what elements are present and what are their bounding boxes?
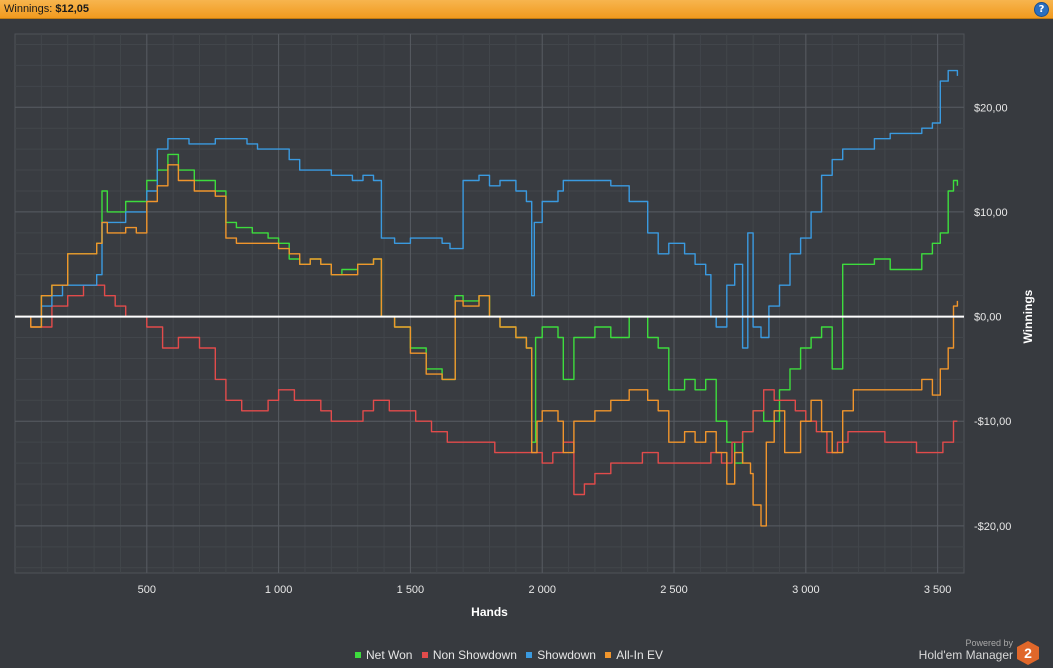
legend-item-all-in-ev[interactable]: All-In EV — [605, 648, 663, 662]
legend-swatch-all-in-ev — [605, 652, 612, 658]
x-tick-label: 1 000 — [265, 584, 293, 596]
branding: Powered by Hold'em Manager 2 — [918, 638, 1039, 665]
x-tick-label: 500 — [138, 584, 156, 596]
legend-label-all-in-ev: All-In EV — [616, 648, 663, 662]
y-tick-label: -$20,00 — [974, 521, 1011, 533]
legend-label-non-showdown: Non Showdown — [432, 648, 517, 662]
x-axis-title: Hands — [471, 605, 508, 619]
legend-label-showdown: Showdown — [537, 648, 596, 662]
legend-item-net-won[interactable]: Net Won — [355, 648, 412, 662]
y-tick-label: -$10,00 — [974, 416, 1011, 428]
y-tick-label: $10,00 — [974, 207, 1008, 219]
x-tick-label: 3 500 — [924, 584, 952, 596]
chart-legend: Net Won Non Showdown Showdown All-In EV — [355, 648, 669, 662]
legend-item-showdown[interactable]: Showdown — [526, 648, 596, 662]
help-icon[interactable]: ? — [1034, 2, 1049, 17]
winnings-label: Winnings: — [4, 3, 53, 15]
series-line-showdown — [15, 69, 959, 349]
series-line-all-in-ev — [15, 164, 959, 527]
winnings-value: $12,05 — [55, 3, 90, 15]
y-tick-label: $0,00 — [974, 312, 1002, 324]
x-tick-label: 1 500 — [397, 584, 425, 596]
winnings-summary: Winnings: $12,05 — [4, 3, 89, 15]
y-axis-title: Winnings — [1021, 289, 1035, 343]
powered-by-text: Powered by — [965, 638, 1013, 648]
x-tick-label: 3 000 — [792, 584, 820, 596]
legend-swatch-net-won — [355, 652, 361, 658]
winnings-header: Winnings: $12,05 ? — [0, 0, 1053, 19]
legend-swatch-non-showdown — [421, 652, 428, 658]
hem2-logo-icon: 2 — [1017, 641, 1039, 665]
brand-name: Hold'em Manager — [918, 648, 1013, 662]
legend-label-net-won: Net Won — [366, 648, 413, 662]
legend-swatch-showdown — [526, 652, 533, 658]
x-tick-label: 2 000 — [528, 584, 556, 596]
legend-item-non-showdown[interactable]: Non Showdown — [421, 648, 517, 662]
y-tick-label: $20,00 — [974, 102, 1008, 114]
x-tick-label: 2 500 — [660, 584, 688, 596]
